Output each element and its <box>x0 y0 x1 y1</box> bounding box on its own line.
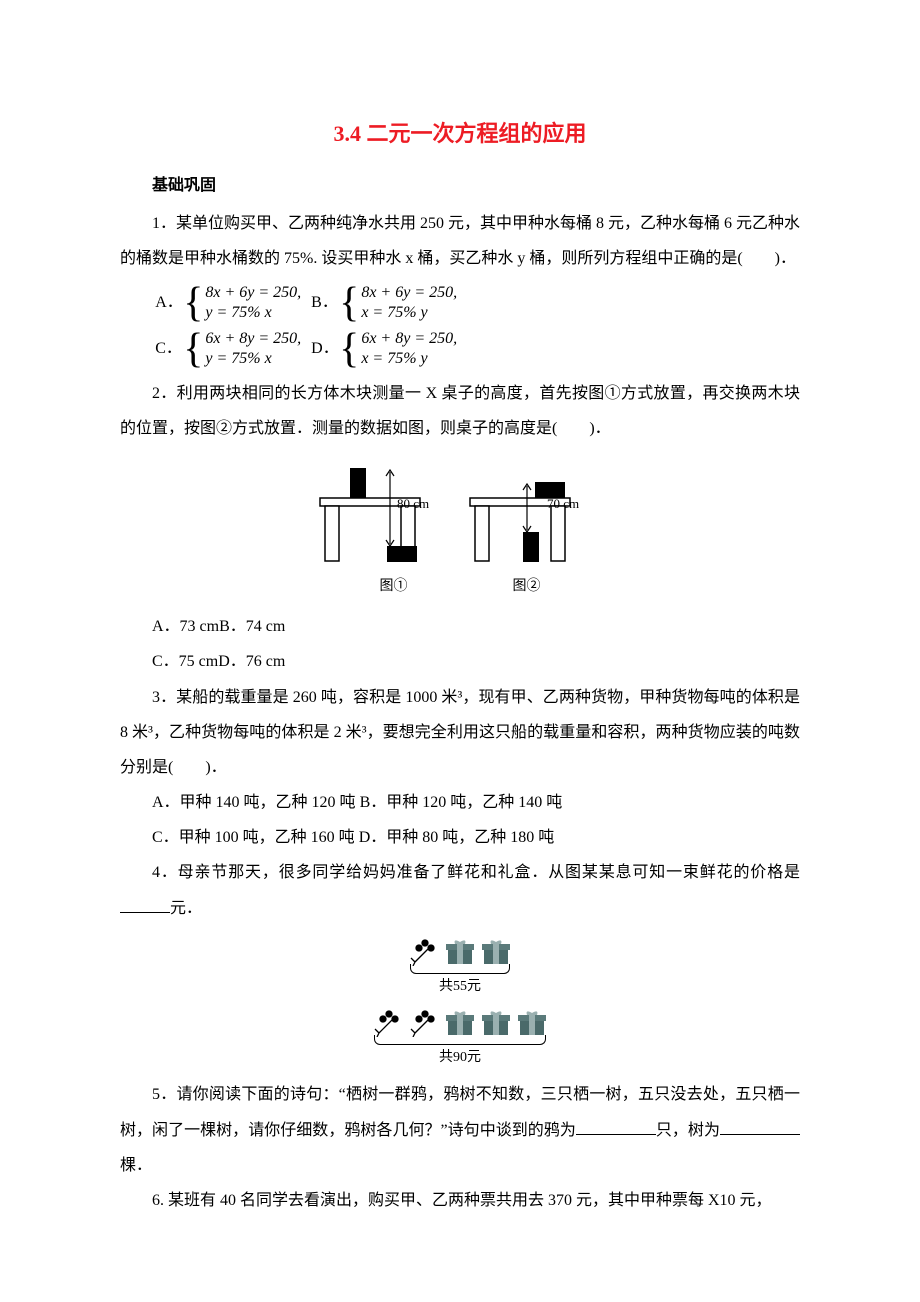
blank-fill <box>576 1119 656 1135</box>
brace-icon: { <box>339 328 359 370</box>
q2-figure-labels: 图① 图② <box>120 572 800 603</box>
q2-opt-d: D．76 cm <box>218 653 285 670</box>
giftbox-icon <box>481 1009 511 1037</box>
brace-icon: { <box>339 282 359 324</box>
q1-row-ab: A． { 8x + 6y = 250, y = 75% x B． { 8x + … <box>155 282 800 324</box>
q1-d-l1: 6x + 8y = 250, <box>361 329 457 349</box>
q5-t2: 只，树为 <box>656 1122 720 1139</box>
opt-label-d: D． <box>311 331 339 366</box>
q2-figure: 80 cm 70 cm <box>120 458 800 568</box>
q2-h2-label: 70 cm <box>547 496 579 511</box>
opt-label-c: C． <box>155 331 183 366</box>
q3-opt-a: A．甲种 140 吨，乙种 120 吨 <box>152 794 356 811</box>
q1-a-l2: y = 75% x <box>205 303 301 323</box>
q1-system-b: { 8x + 6y = 250, x = 75% y <box>339 282 457 324</box>
q3-text: 3．某船的载重量是 260 吨，容积是 1000 米³，现有甲、乙两种货物，甲种… <box>120 680 800 786</box>
q2-opt-a: A．73 cm <box>152 618 219 635</box>
q1-system-c: { 6x + 8y = 250, y = 75% x <box>183 328 301 370</box>
q2-opt-b: B．74 cm <box>219 618 285 635</box>
q2-opt-c: C．75 cm <box>152 653 218 670</box>
q2-options-cd: C．75 cmD．76 cm <box>120 644 800 679</box>
q5-text: 5．请你阅读下面的诗句：“栖树一群鸦，鸦树不知数，三只栖一树，五只没去处，五只栖… <box>120 1077 800 1183</box>
giftbox-icon <box>517 1009 547 1037</box>
q1-b-l2: x = 75% y <box>361 303 457 323</box>
flower-icon <box>409 938 439 966</box>
q3-options-cd: C．甲种 100 吨，乙种 160 吨 D．甲种 80 吨，乙种 180 吨 <box>120 820 800 855</box>
fig-label-2: 图② <box>513 572 541 603</box>
title-text: 3.4 二元一次方程组的应用 <box>333 121 586 146</box>
q1-system-d: { 6x + 8y = 250, x = 75% y <box>339 328 457 370</box>
q3-opt-b: B．甲种 120 吨，乙种 140 吨 <box>360 794 563 811</box>
q4-before: 4．母亲节那天，很多同学给妈妈准备了鲜花和礼盒．从图某某息可知一束鲜花的价格是 <box>152 864 800 881</box>
flower-icon <box>373 1009 403 1037</box>
q4-figure: 共55元 共90元 <box>120 938 800 1074</box>
q5-t3: 棵． <box>120 1157 152 1174</box>
q1-d-l2: x = 75% y <box>361 349 457 369</box>
q1-a-l1: 8x + 6y = 250, <box>205 283 301 303</box>
q1-c-l2: y = 75% x <box>205 349 301 369</box>
gift-label-1: 共55元 <box>439 972 481 1003</box>
flower-icon <box>409 1009 439 1037</box>
brace-icon: { <box>183 282 203 324</box>
q3-options-ab: A．甲种 140 吨，乙种 120 吨 B．甲种 120 吨，乙种 140 吨 <box>120 785 800 820</box>
q1-b-l1: 8x + 6y = 250, <box>361 283 457 303</box>
q1-c-l1: 6x + 8y = 250, <box>205 329 301 349</box>
giftbox-icon <box>445 938 475 966</box>
giftbox-icon <box>445 1009 475 1037</box>
brace-icon: { <box>183 328 203 370</box>
page-title: 3.4 二元一次方程组的应用 <box>120 110 800 158</box>
gift-row-2 <box>373 1009 547 1037</box>
q1-options: A． { 8x + 6y = 250, y = 75% x B． { 8x + … <box>120 282 800 370</box>
q2-h1-label: 80 cm <box>397 496 429 511</box>
q6-text: 6. 某班有 40 名同学去看演出，购买甲、乙两种票共用去 370 元，其中甲种… <box>120 1183 800 1218</box>
q3-opt-c: C．甲种 100 吨，乙种 160 吨 <box>152 829 355 846</box>
q3-opt-d: D．甲种 80 吨，乙种 180 吨 <box>359 829 555 846</box>
gift-label-2: 共90元 <box>439 1043 481 1074</box>
q1-text: 1．某单位购买甲、乙两种纯净水共用 250 元，其中甲种水每桶 8 元，乙种水每… <box>120 206 800 276</box>
q1-system-a: { 8x + 6y = 250, y = 75% x <box>183 282 301 324</box>
q4-after: 元． <box>170 900 202 917</box>
section-heading: 基础巩固 <box>120 168 800 203</box>
table-diagram-icon: 80 cm 70 cm <box>315 458 605 568</box>
q4-text: 4．母亲节那天，很多同学给妈妈准备了鲜花和礼盒．从图某某息可知一束鲜花的价格是元… <box>120 855 800 925</box>
opt-label-b: B． <box>311 285 339 320</box>
giftbox-icon <box>481 938 511 966</box>
blank-fill <box>720 1119 800 1135</box>
fig-label-1: 图① <box>380 572 408 603</box>
opt-label-a: A． <box>155 285 183 320</box>
q2-text: 2．利用两块相同的长方体木块测量一 X 桌子的高度，首先按图①方式放置，再交换两… <box>120 376 800 446</box>
blank-fill <box>120 897 170 913</box>
gift-row-1 <box>409 938 511 966</box>
q1-row-cd: C． { 6x + 8y = 250, y = 75% x D． { 6x + … <box>155 328 800 370</box>
q2-options-ab: A．73 cmB．74 cm <box>120 609 800 644</box>
